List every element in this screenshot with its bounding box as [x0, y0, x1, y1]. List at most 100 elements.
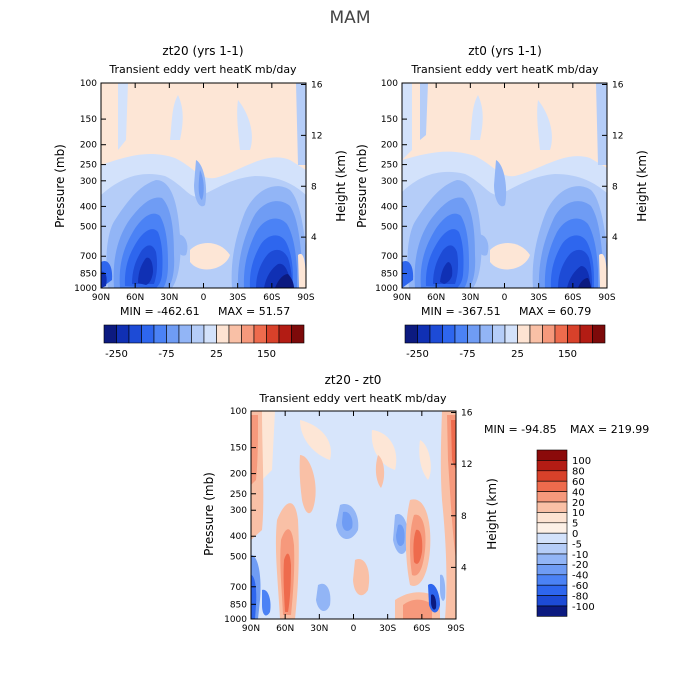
panel-diff-colorbar-swatch [536, 605, 568, 617]
panel-zt0-colorbar-swatch [554, 324, 568, 344]
panel-zt20-xtick-label: 60N [126, 293, 144, 303]
panel-diff-ylabel: Pressure (mb) [202, 472, 216, 556]
panel-zt20-colorbar: -250 -75 25 150 [103, 324, 305, 360]
panel-zt0-xtick-label: 90S [598, 293, 615, 303]
panel-zt20-xtick-label: 0 [201, 293, 207, 303]
panel-zt20-xtick-label: 60S [263, 293, 280, 303]
panel-zt20-ytick-label: 150 [80, 115, 97, 125]
panel-diff-contour-field [251, 411, 456, 619]
panel-diff-colorbar-label: -100 [572, 602, 595, 613]
panel-zt0-colorbar: -250 -75 25 150 [404, 324, 606, 360]
panel-zt20-min: MIN = -462.61 [120, 305, 200, 318]
panel-zt0-colorbar-swatch [492, 324, 506, 344]
panel-zt0-ytick-label: 700 [381, 252, 398, 262]
panel-zt20-colorbar-label: 150 [257, 349, 276, 360]
panel-zt20-xtick-label: 90S [297, 293, 314, 303]
panel-zt20-xtick-label: 90N [92, 293, 110, 303]
panel-diff-colorbar-swatch [536, 584, 568, 596]
panel-zt20-ytick-label: 500 [80, 222, 97, 232]
panel-diff-ytick-label: 400 [230, 532, 247, 542]
panel-diff-ytick-right-label: 4 [461, 563, 467, 573]
panel-diff-colorbar-swatch [536, 460, 568, 472]
panel-diff-colorbar-swatch [536, 532, 568, 544]
panel-zt0-colorbar-swatch [417, 324, 431, 344]
panel-zt20-ytick-label: 1000 [74, 284, 97, 294]
panel-diff-colorbar-label: -20 [572, 560, 588, 571]
panel-zt0-ytick-right-label: 16 [612, 81, 624, 91]
panel-zt20-ytick-right-label: 8 [311, 182, 317, 192]
panel-diff-ytick-label: 300 [230, 506, 247, 516]
panel-diff-subtitle: Transient eddy vert heatK mb/day [258, 392, 447, 405]
panel-zt20-colorbar-label: 25 [210, 349, 223, 360]
panel-zt20-subtitle: Transient eddy vert heatK mb/day [108, 63, 297, 76]
panel-zt0-ytick-label: 200 [381, 141, 398, 151]
panel-zt0-colorbar-swatch [454, 324, 468, 344]
panel-zt20-colorbar-swatch [141, 324, 155, 344]
panel-zt0-colorbar-swatch [442, 324, 456, 344]
panel-zt20-colorbar-swatch [278, 324, 292, 344]
panel-zt20-xtick-label: 30N [160, 293, 178, 303]
panel-zt0-xtick-label: 0 [502, 293, 508, 303]
panel-zt0-ytick-right-label: 12 [612, 131, 623, 141]
panel-zt0-ytick-label: 300 [381, 177, 398, 187]
panel-zt0-ytick-label: 400 [381, 202, 398, 212]
panel-zt20-xtick-label: 30S [229, 293, 246, 303]
panel-zt20-ytick-label: 200 [80, 141, 97, 151]
panel-zt20-colorbar-swatch [191, 324, 205, 344]
panel-zt0-colorbar-label: -250 [406, 349, 429, 360]
panel-zt20-colorbar-swatch [103, 324, 117, 344]
panel-zt20-ytick-right-label: 4 [311, 233, 317, 243]
panel-zt0-ytick-right-label: 4 [612, 233, 618, 243]
panel-diff-xtick-label: 30S [379, 624, 396, 634]
panel-diff-colorbar-label: -40 [572, 571, 588, 582]
panel-diff-colorbar-label: 0 [572, 529, 578, 540]
panel-zt20: zt20 (yrs 1-1) Transient eddy vert heatK… [53, 44, 348, 360]
panel-zt0-ytick-label: 150 [381, 115, 398, 125]
panel-diff-colorbar-swatch [536, 564, 568, 576]
panel-diff-colorbar-label: 60 [572, 477, 585, 488]
panel-zt20-title: zt20 (yrs 1-1) [162, 44, 243, 58]
panel-zt0-ytick-label: 850 [381, 270, 398, 280]
panel-zt0-ylabel: Pressure (mb) [355, 144, 369, 228]
panel-zt0-xtick-label: 30N [461, 293, 479, 303]
panel-diff-xtick-label: 90S [447, 624, 464, 634]
panel-diff-colorbar-label: -60 [572, 581, 588, 592]
panel-zt0-min: MIN = -367.51 [421, 305, 501, 318]
panel-diff-xtick-label: 60S [413, 624, 430, 634]
panel-diff-colorbar-swatch [536, 553, 568, 565]
panel-diff-colorbar-swatch [536, 501, 568, 513]
panel-zt0-ytick-right-label: 8 [612, 182, 618, 192]
panel-diff: zt20 - zt0 Transient eddy vert heatK mb/… [202, 373, 649, 634]
panel-zt20-colorbar-swatch [241, 324, 255, 344]
panel-zt20-colorbar-swatch [216, 324, 230, 344]
panel-diff-ylabel-right: Height (km) [485, 478, 499, 549]
panel-zt0-ytick-label: 1000 [375, 284, 398, 294]
panel-diff-xtick-label: 60N [276, 624, 294, 634]
panel-zt0-colorbar-swatch [429, 324, 443, 344]
panel-zt0-colorbar-swatch [567, 324, 581, 344]
panel-diff-ytick-right-label: 8 [461, 512, 467, 522]
panel-zt20-ytick-label: 400 [80, 202, 97, 212]
panel-diff-ytick-right-label: 16 [461, 409, 473, 419]
panel-diff-xtick-label: 30N [310, 624, 328, 634]
panel-zt20-colorbar-swatch [116, 324, 130, 344]
panel-zt20-ytick-label: 700 [80, 252, 97, 262]
panel-zt20-colorbar-swatch [291, 324, 305, 344]
panel-diff-colorbar-label: 80 [572, 467, 585, 478]
panel-diff-xtick-label: 90N [242, 624, 260, 634]
panel-diff-ytick-label: 700 [230, 583, 247, 593]
panel-zt0-ytick-label: 100 [381, 79, 398, 89]
panel-zt20-ytick-right-label: 16 [311, 81, 323, 91]
panel-diff-colorbar-swatch [536, 574, 568, 586]
panel-zt0: zt0 (yrs 1-1) Transient eddy vert heatK … [355, 44, 649, 360]
panel-zt20-colorbar-swatch [128, 324, 142, 344]
panel-zt20-colorbar-swatch [178, 324, 192, 344]
panel-zt0-colorbar-label: 25 [511, 349, 524, 360]
panel-diff-ytick-label: 500 [230, 552, 247, 562]
panel-zt0-subtitle: Transient eddy vert heatK mb/day [410, 63, 599, 76]
panel-zt0-contour-field [402, 83, 607, 288]
panel-diff-max: MAX = 219.99 [570, 423, 649, 436]
panel-diff-colorbar-swatch [536, 522, 568, 534]
figure-title: MAM [329, 8, 371, 28]
